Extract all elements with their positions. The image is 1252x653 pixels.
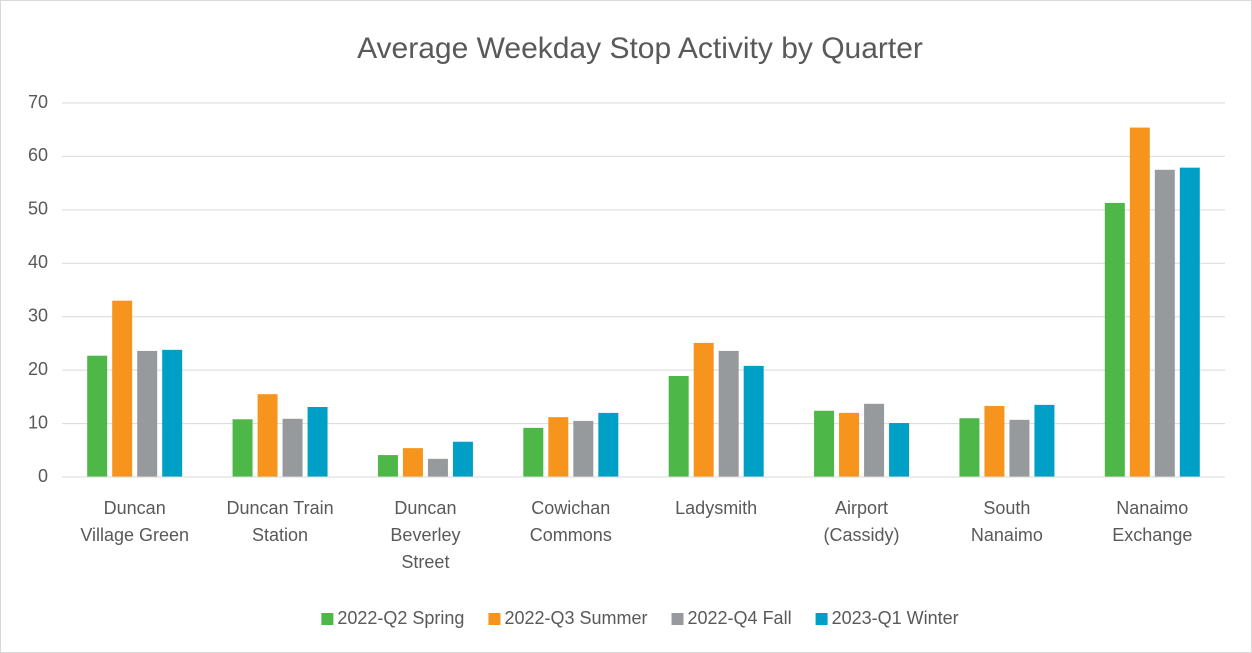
bar	[1104, 202, 1125, 477]
bar	[1034, 404, 1055, 477]
bar	[452, 441, 473, 477]
bar	[984, 405, 1005, 477]
bar	[162, 349, 183, 477]
bar	[573, 420, 594, 477]
bar	[427, 458, 448, 477]
legend-label: 2023-Q1 Winter	[831, 608, 959, 628]
legend-swatch	[321, 613, 334, 625]
bar	[377, 455, 398, 477]
y-tick-label: 0	[38, 466, 48, 486]
bar	[402, 448, 423, 477]
x-tick-label: Cowichan Commons	[529, 498, 612, 545]
x-tick-label: Duncan Beverley Street	[390, 498, 461, 572]
legend-swatch	[815, 613, 828, 625]
x-tick-label: South Nanaimo	[970, 498, 1043, 545]
bar	[137, 350, 158, 477]
y-tick-label: 50	[28, 199, 48, 219]
x-tick-label: Nanaimo Exchange	[1112, 498, 1193, 545]
legend-label: 2022-Q2 Spring	[337, 608, 465, 628]
bar	[598, 412, 619, 477]
bar	[743, 365, 764, 477]
bar	[889, 423, 910, 477]
x-tick-label: Ladysmith	[675, 498, 758, 518]
bar	[959, 418, 980, 477]
bar	[668, 376, 689, 477]
bar	[693, 342, 714, 477]
y-tick-label: 30	[28, 305, 48, 325]
y-tick-label: 70	[28, 92, 48, 112]
bar	[523, 427, 544, 477]
x-tick-label: Duncan Train Station	[226, 498, 334, 545]
bar	[718, 350, 739, 477]
y-tick-label: 40	[28, 252, 48, 272]
bar	[87, 355, 108, 477]
legend-label: 2022-Q4 Fall	[687, 608, 792, 628]
bar	[307, 407, 328, 477]
bar	[548, 417, 569, 477]
legend-label: 2022-Q3 Summer	[504, 608, 648, 628]
legend-swatch	[488, 613, 501, 625]
chart-title: Average Weekday Stop Activity by Quarter	[357, 32, 923, 65]
x-tick-label: Airport (Cassidy)	[823, 498, 900, 545]
y-tick-label: 60	[28, 145, 48, 165]
bar	[1179, 167, 1200, 478]
bar	[1154, 169, 1175, 478]
bar	[282, 418, 303, 477]
bar	[1009, 419, 1030, 477]
bar	[1129, 127, 1150, 477]
bar	[232, 419, 253, 477]
y-tick-label: 10	[28, 412, 48, 432]
bar	[257, 394, 278, 477]
y-tick-label: 20	[28, 359, 48, 379]
bar	[814, 410, 835, 477]
bar	[839, 412, 860, 477]
bar	[864, 403, 885, 477]
legend-swatch	[671, 613, 684, 625]
bar	[112, 300, 133, 477]
x-tick-label: Duncan Village Green	[80, 498, 190, 545]
